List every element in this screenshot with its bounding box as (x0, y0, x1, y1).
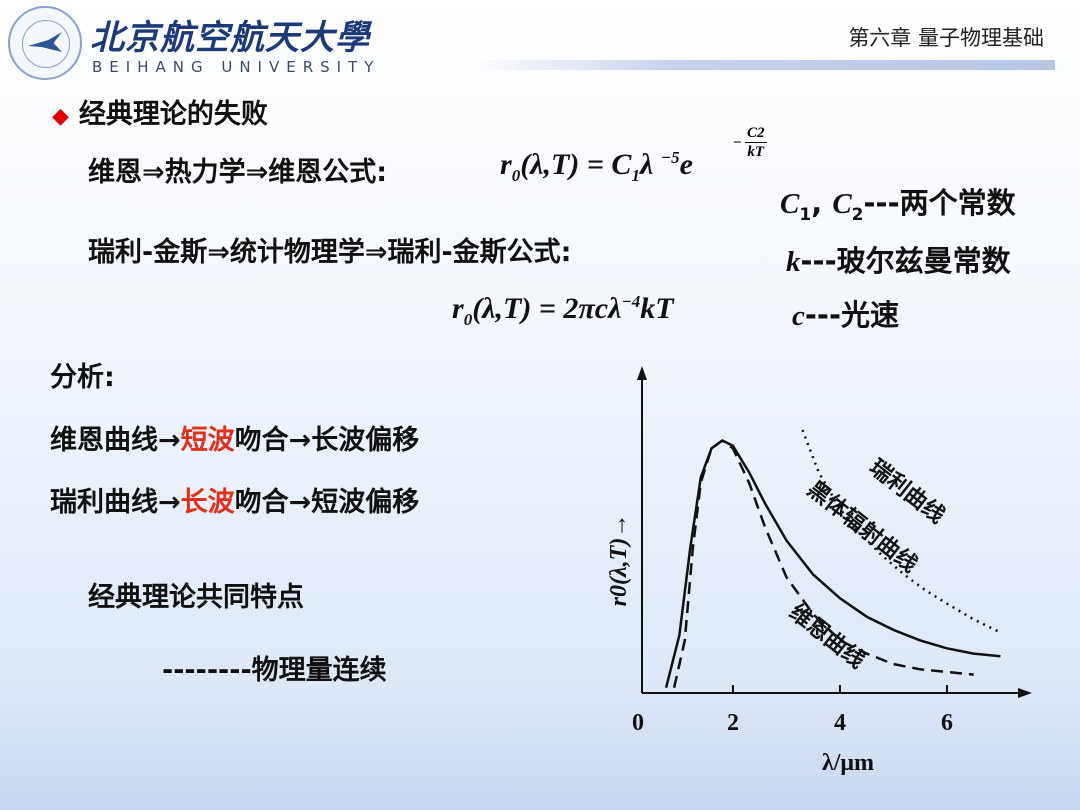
diamond-bullet-icon: ◆ (52, 104, 69, 129)
note-boltzmann: k---玻尔兹曼常数 (786, 244, 1011, 278)
university-seal-logo (8, 6, 82, 80)
x-tick-label: 6 (941, 710, 953, 736)
x-tick-label: 0 (632, 710, 644, 736)
x-tick-label: 4 (834, 710, 846, 736)
header-divider-bar (470, 60, 1055, 70)
wien-formula: r0(λ,T) = C1λ −5e (500, 148, 693, 185)
rayleigh-formula: r0(λ,T) = 2πcλ−4kT (452, 292, 674, 329)
wien-derivation: 维恩⇒热力学⇒维恩公式: (88, 157, 388, 188)
series-line-dotted (801, 429, 1001, 634)
analysis-rayleigh-highlight: 长波 (180, 487, 235, 518)
university-name-cn: 北京航空航天大學 (90, 18, 370, 58)
y-axis-arrow (637, 366, 647, 380)
wien-exponent-numerator: C2 (745, 125, 767, 143)
analysis-wien-highlight: 短波 (180, 425, 235, 456)
label-rayleigh-curve: 瑞利曲线 (864, 454, 949, 529)
section-heading: ◆ 经典理论的失败 (52, 92, 268, 131)
x-tick-group: 0 2 4 6 (632, 685, 953, 736)
analysis-title: 分析: (50, 362, 115, 393)
analysis-rayleigh-suffix: 吻合→短波偏移 (234, 487, 420, 518)
x-tick-label: 2 (727, 710, 739, 736)
curve-group (664, 429, 1001, 689)
analysis-wien-prefix: 维恩曲线→ (50, 425, 181, 456)
conclusion: --------物理量连续 (162, 655, 387, 686)
analysis-rayleigh: 瑞利曲线→长波吻合→短波偏移 (50, 480, 419, 519)
university-name-en: BEIHANG UNIVERSITY (92, 58, 381, 76)
note-light-speed: c---光速 (792, 298, 899, 332)
x-axis-label: λ/μm (822, 750, 874, 776)
rayleigh-derivation: 瑞利-金斯⇒统计物理学⇒瑞利-金斯公式: (88, 237, 572, 268)
wien-exponent-denominator: kT (747, 144, 765, 160)
note-constants: C1, C2---两个常数 (780, 186, 1016, 225)
wien-exponent: − C2 kT (733, 125, 767, 160)
y-axis-label: r0(λ,T)→ (606, 514, 632, 607)
analysis-wien: 维恩曲线→短波吻合→长波偏移 (50, 418, 419, 457)
analysis-wien-suffix: 吻合→长波偏移 (234, 425, 420, 456)
x-axis-arrow (1018, 688, 1032, 698)
common-feature: 经典理论共同特点 (88, 582, 304, 613)
section-title: 经典理论的失败 (78, 99, 268, 130)
series-line-dashed (672, 439, 974, 688)
chapter-title: 第六章 量子物理基础 (848, 26, 1044, 50)
seal-inner-ring (22, 20, 70, 68)
analysis-rayleigh-prefix: 瑞利曲线→ (50, 487, 181, 518)
